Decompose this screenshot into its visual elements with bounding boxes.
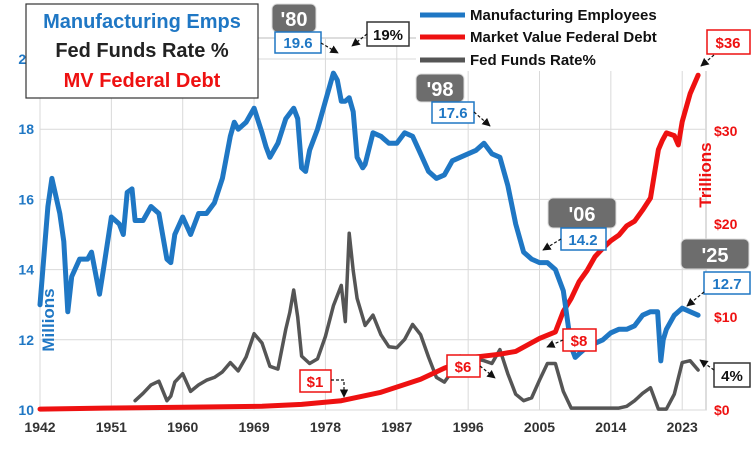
series-line-debt bbox=[37, 72, 701, 412]
left-axis-label: Millions bbox=[39, 288, 58, 351]
value-box-1998-text: 17.6 bbox=[438, 105, 467, 122]
title-line-3: MV Federal Debt bbox=[64, 70, 221, 92]
left-tick-label: 14 bbox=[18, 262, 34, 278]
value-box-2006-text: 14.2 bbox=[568, 232, 597, 249]
x-tick-label: 2005 bbox=[524, 419, 555, 435]
legend-label-manufacturing: Manufacturing Employees bbox=[470, 7, 657, 24]
x-tick-label: 1960 bbox=[167, 419, 198, 435]
left-tick-label: 12 bbox=[18, 332, 34, 348]
year-badge-2025-text: '25 bbox=[701, 245, 728, 267]
arrow-1980 bbox=[320, 42, 339, 54]
value-box-2025-text: 12.7 bbox=[712, 276, 741, 293]
arrow-2025 bbox=[686, 291, 705, 307]
title-line-2: Fed Funds Rate % bbox=[55, 40, 229, 62]
year-badge-2025 bbox=[680, 238, 750, 270]
x-tick-label: 1969 bbox=[238, 419, 269, 435]
arrow-debt-6 bbox=[479, 365, 496, 379]
x-tick-label: 2014 bbox=[595, 419, 626, 435]
title-line-1: Manufacturing Emps bbox=[43, 11, 241, 33]
value-box-1980 bbox=[274, 31, 322, 54]
year-badge-1980-text: '80 bbox=[280, 9, 307, 31]
annotation-debt-6: $6 bbox=[446, 354, 496, 379]
annotation-fed-latest: 4% bbox=[699, 359, 751, 388]
fed-peak-text: 19% bbox=[373, 27, 403, 44]
debt-1-text: $1 bbox=[307, 374, 324, 391]
legend: Manufacturing Employees Market Value Fed… bbox=[416, 5, 712, 71]
legend-label-debt: Market Value Federal Debt bbox=[470, 29, 657, 46]
debt-36-text: $36 bbox=[715, 35, 740, 52]
arrow-fed-peak bbox=[351, 33, 368, 47]
arrow-fed-latest bbox=[699, 359, 715, 371]
arrow-debt-8 bbox=[546, 339, 564, 348]
left-tick-label: 18 bbox=[18, 121, 34, 137]
debt-1-box bbox=[299, 369, 332, 393]
title-box-frame bbox=[25, 3, 259, 99]
legend-background bbox=[416, 5, 712, 71]
debt-36-box bbox=[706, 29, 751, 55]
right-tick-label: $0 bbox=[714, 402, 730, 418]
fed-latest-box bbox=[713, 362, 751, 388]
annotation-mfg-1980: '80 19.6 bbox=[271, 3, 339, 54]
annotation-debt-1: $1 bbox=[299, 369, 349, 398]
value-box-2025 bbox=[703, 271, 751, 295]
debt-8-text: $8 bbox=[571, 333, 588, 350]
x-tick-label: 2023 bbox=[667, 419, 698, 435]
year-badge-2006-text: '06 bbox=[568, 204, 595, 226]
annotation-mfg-2006: '06 14.2 bbox=[542, 197, 617, 251]
series-line-fed bbox=[133, 231, 700, 411]
annotation-debt-36: $36 bbox=[700, 29, 751, 67]
value-box-1980-text: 19.6 bbox=[283, 35, 312, 52]
annotation-mfg-2025: '25 12.7 bbox=[680, 238, 751, 307]
year-badge-1998-text: '98 bbox=[426, 79, 453, 101]
annotation-mfg-1998: '98 17.6 bbox=[415, 73, 491, 127]
arrow-debt-36 bbox=[700, 54, 715, 67]
x-tick-label: 1996 bbox=[453, 419, 484, 435]
arrow-debt-1 bbox=[331, 379, 349, 398]
x-tick-label: 1951 bbox=[96, 419, 127, 435]
x-tick-label: 1987 bbox=[381, 419, 412, 435]
annotation-debt-8: $8 bbox=[546, 328, 597, 352]
x-tick-label: 1942 bbox=[24, 419, 55, 435]
right-tick-label: $10 bbox=[714, 309, 738, 325]
legend-label-fed: Fed Funds Rate% bbox=[470, 52, 596, 69]
right-tick-label: $20 bbox=[714, 216, 738, 232]
annotation-fed-peak: 19% bbox=[351, 21, 410, 47]
left-tick-label: 16 bbox=[18, 191, 34, 207]
arrow-2006 bbox=[542, 238, 562, 251]
title-box: Manufacturing Emps Fed Funds Rate % MV F… bbox=[25, 3, 259, 99]
right-axis-label: Trillions bbox=[696, 142, 715, 207]
arrow-1998 bbox=[473, 111, 491, 127]
x-tick-label: 1978 bbox=[310, 419, 341, 435]
fed-latest-text: 4% bbox=[721, 368, 743, 385]
right-tick-label: $30 bbox=[714, 123, 738, 139]
axes-group: 101214161820$0$10$20$3019421951196019691… bbox=[18, 51, 737, 435]
debt-6-text: $6 bbox=[455, 359, 472, 376]
left-tick-label: 10 bbox=[18, 402, 34, 418]
